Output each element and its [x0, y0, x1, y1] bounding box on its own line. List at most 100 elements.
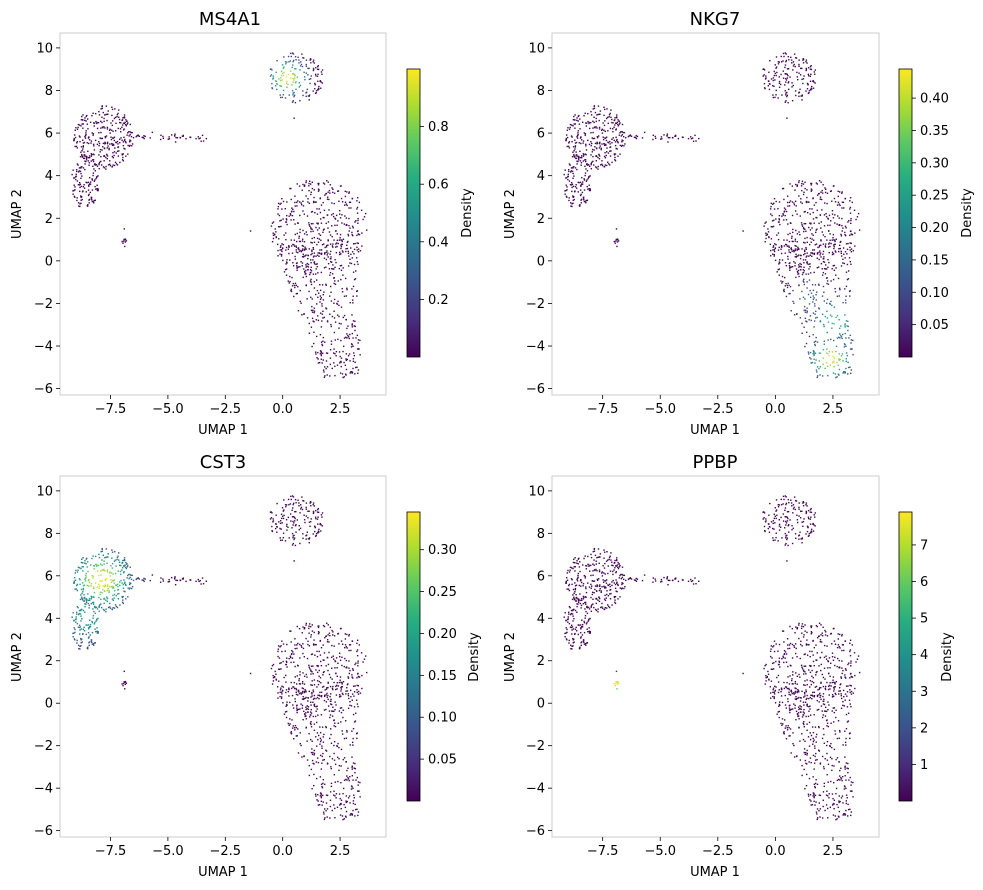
data-point: [769, 243, 772, 246]
data-point: [834, 287, 836, 290]
data-point: [312, 502, 315, 504]
data-point: [803, 228, 805, 230]
data-point: [835, 680, 838, 683]
data-point: [352, 779, 354, 781]
data-point: [100, 127, 102, 129]
data-point: [312, 701, 314, 703]
data-point: [124, 681, 126, 684]
data-point: [93, 644, 95, 646]
data-point: [320, 252, 323, 255]
data-point: [801, 189, 803, 192]
data-point: [803, 262, 805, 264]
data-point: [787, 74, 789, 77]
data-point: [797, 264, 800, 266]
data-point: [122, 156, 124, 159]
data-point: [326, 639, 329, 641]
data-point: [578, 204, 581, 207]
data-point: [289, 723, 291, 725]
data-point: [323, 813, 325, 815]
data-point: [298, 505, 300, 507]
data-point: [810, 241, 813, 243]
data-point: [354, 221, 356, 223]
data-point: [320, 253, 323, 255]
x-axis-label: UMAP 1: [198, 865, 248, 880]
data-point: [290, 498, 292, 501]
data-point: [329, 716, 331, 719]
data-point: [329, 271, 332, 274]
data-point: [781, 282, 783, 284]
data-point: [83, 600, 86, 602]
data-point: [789, 285, 792, 288]
data-point: [80, 172, 82, 175]
data-point: [805, 643, 808, 645]
data-point: [358, 348, 360, 350]
data-point: [331, 678, 333, 680]
data-point: [763, 225, 765, 227]
data-point: [780, 252, 783, 255]
data-point: [290, 211, 293, 213]
data-point: [305, 59, 308, 61]
data-point: [827, 660, 830, 663]
data-point: [319, 654, 322, 656]
data-point: [836, 757, 839, 759]
data-point: [568, 163, 571, 165]
data-point: [101, 126, 104, 128]
data-point: [88, 599, 91, 601]
data-point: [314, 201, 316, 203]
data-point: [788, 88, 790, 91]
data-point: [797, 690, 800, 692]
data-point: [301, 53, 303, 55]
data-point: [618, 123, 621, 125]
data-point: [856, 216, 859, 218]
data-point: [356, 242, 358, 244]
data-point: [780, 248, 782, 250]
data-point: [307, 706, 310, 708]
data-point: [122, 602, 125, 605]
data-point: [90, 585, 92, 587]
data-point: [788, 284, 790, 287]
data-point: [303, 270, 306, 273]
data-point: [340, 748, 343, 751]
data-point: [784, 73, 787, 75]
data-point: [788, 81, 790, 83]
data-point: [795, 253, 797, 256]
data-point: [318, 625, 320, 627]
data-point: [565, 177, 567, 179]
data-point: [813, 762, 816, 764]
data-point: [112, 586, 115, 588]
data-point: [574, 139, 576, 141]
data-point: [804, 252, 806, 255]
data-point: [346, 769, 348, 772]
data-point: [125, 598, 127, 600]
data-point: [810, 87, 813, 90]
data-point: [109, 586, 111, 588]
data-point: [319, 776, 322, 778]
data-point: [95, 188, 97, 190]
data-point: [347, 233, 349, 236]
data-point: [74, 186, 76, 188]
data-point: [309, 273, 311, 276]
data-point: [837, 195, 839, 198]
data-point: [325, 251, 327, 254]
data-point: [821, 710, 823, 712]
data-point: [297, 56, 299, 59]
data-point: [351, 251, 354, 253]
data-point: [304, 713, 306, 716]
data-point: [834, 664, 836, 667]
data-point: [773, 70, 775, 73]
data-point: [845, 358, 848, 360]
data-point: [591, 161, 593, 164]
data-point: [281, 72, 284, 75]
data-point: [281, 247, 284, 249]
data-point: [292, 507, 294, 509]
data-point: [116, 583, 119, 585]
data-point: [303, 233, 306, 235]
data-point: [321, 762, 323, 764]
data-point: [344, 364, 347, 367]
data-point: [818, 367, 820, 370]
data-point: [308, 625, 310, 627]
data-point: [784, 262, 787, 264]
data-point: [278, 238, 280, 240]
data-point: [272, 75, 274, 77]
data-point: [329, 243, 332, 245]
